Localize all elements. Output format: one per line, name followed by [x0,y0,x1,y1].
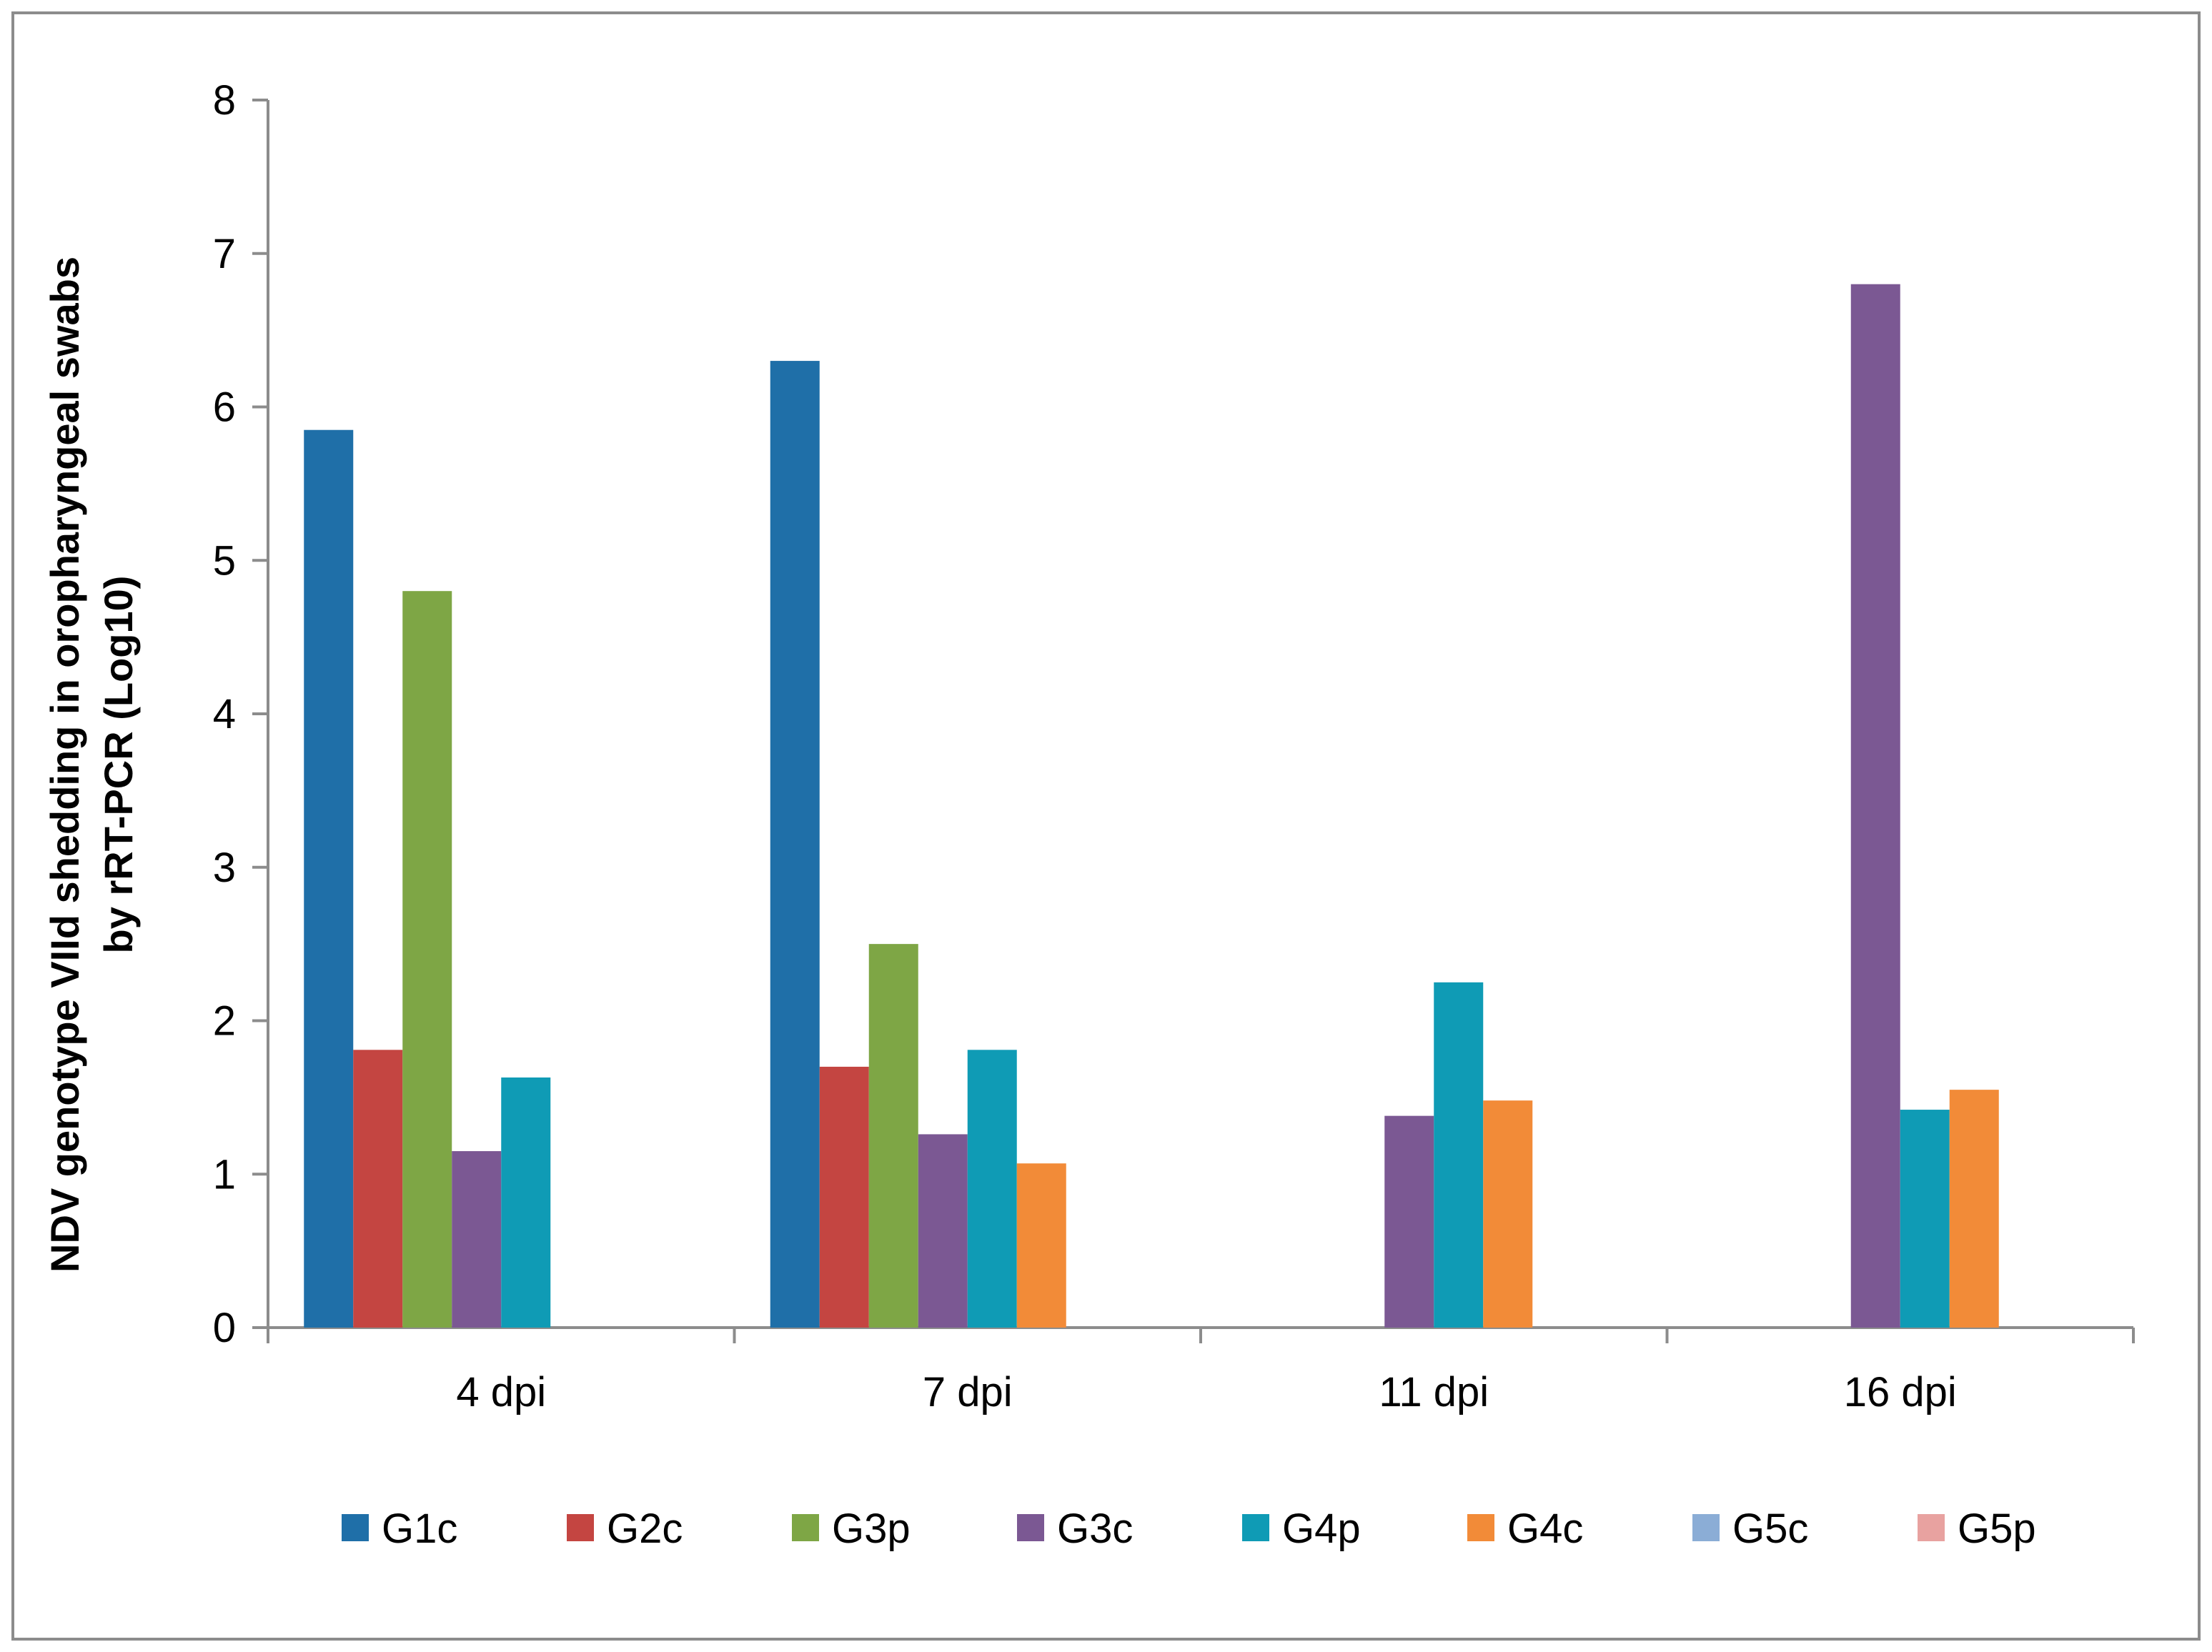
legend-label-G3c: G3c [1057,1506,1133,1552]
y-tick-label: 7 [213,231,236,277]
legend-label-G1c: G1c [382,1506,457,1552]
y-tick-label: 5 [213,537,236,584]
y-axis-label-line-1: NDV genotype VIId shedding in oropharyng… [42,257,87,1273]
plot-area: 0 1 2 3 4 5 6 7 8 4 dpi 7 dpi 11 dpi 16 dpi [213,77,2135,1415]
bar-G3c-7-dpi [918,1134,968,1328]
legend-swatch-G5p [1918,1514,1945,1541]
bar-G4c-11-dpi [1483,1100,1533,1328]
bar-G4p-16-dpi [1900,1110,1950,1328]
bar-G3c-4-dpi [452,1151,502,1328]
bar-G3c-16-dpi [1850,284,1900,1328]
legend-label-G5c: G5c [1732,1506,1808,1552]
legend-label-G2c: G2c [607,1506,683,1552]
y-tick-label: 0 [213,1305,236,1351]
bar-G1c-4-dpi [304,429,354,1328]
legend-label-G5p: G5p [1958,1506,2036,1552]
legend: G1c G2c G3p G3c G4p G4c G5c G5p [342,1506,2036,1552]
bar-G4p-4-dpi [501,1077,551,1328]
bar-G4p-7-dpi [967,1050,1017,1328]
legend-swatch-G3p [792,1514,819,1541]
bar-G3c-11-dpi [1384,1115,1434,1328]
legend-swatch-G2c [567,1514,594,1541]
bar-G4c-16-dpi [1949,1090,1999,1328]
x-tick-label: 4 dpi [456,1369,546,1415]
y-tick-label: 8 [213,77,236,124]
legend-swatch-G1c [342,1514,369,1541]
bar-G2c-7-dpi [819,1066,869,1328]
bar-G3p-4-dpi [402,591,452,1328]
x-tick-label: 11 dpi [1379,1369,1489,1415]
y-tick-label: 2 [213,998,236,1045]
legend-label-G4c: G4c [1507,1506,1583,1552]
x-tick-label: 16 dpi [1844,1369,1957,1415]
legend-swatch-G5c [1692,1514,1720,1541]
legend-swatch-G4p [1242,1514,1269,1541]
legend-label-G3p: G3p [832,1506,911,1552]
bar-G2c-4-dpi [353,1050,403,1328]
bar-G4c-7-dpi [1016,1163,1066,1328]
bar-G4p-11-dpi [1434,982,1484,1328]
y-tick-label: 6 [213,384,236,431]
y-tick-label: 4 [213,691,236,737]
y-tick-label: 3 [213,845,236,891]
legend-swatch-G4c [1467,1514,1494,1541]
legend-label-G4p: G4p [1282,1506,1361,1552]
chart-border [11,11,2201,1641]
bar-G1c-7-dpi [770,361,820,1328]
bar-G3p-7-dpi [868,944,918,1328]
y-tick-label: 1 [213,1151,236,1198]
y-axis-label-line-2: by rRT-PCR (Log10) [96,576,141,954]
x-tick-label: 7 dpi [923,1369,1013,1415]
legend-swatch-G3c [1017,1514,1044,1541]
